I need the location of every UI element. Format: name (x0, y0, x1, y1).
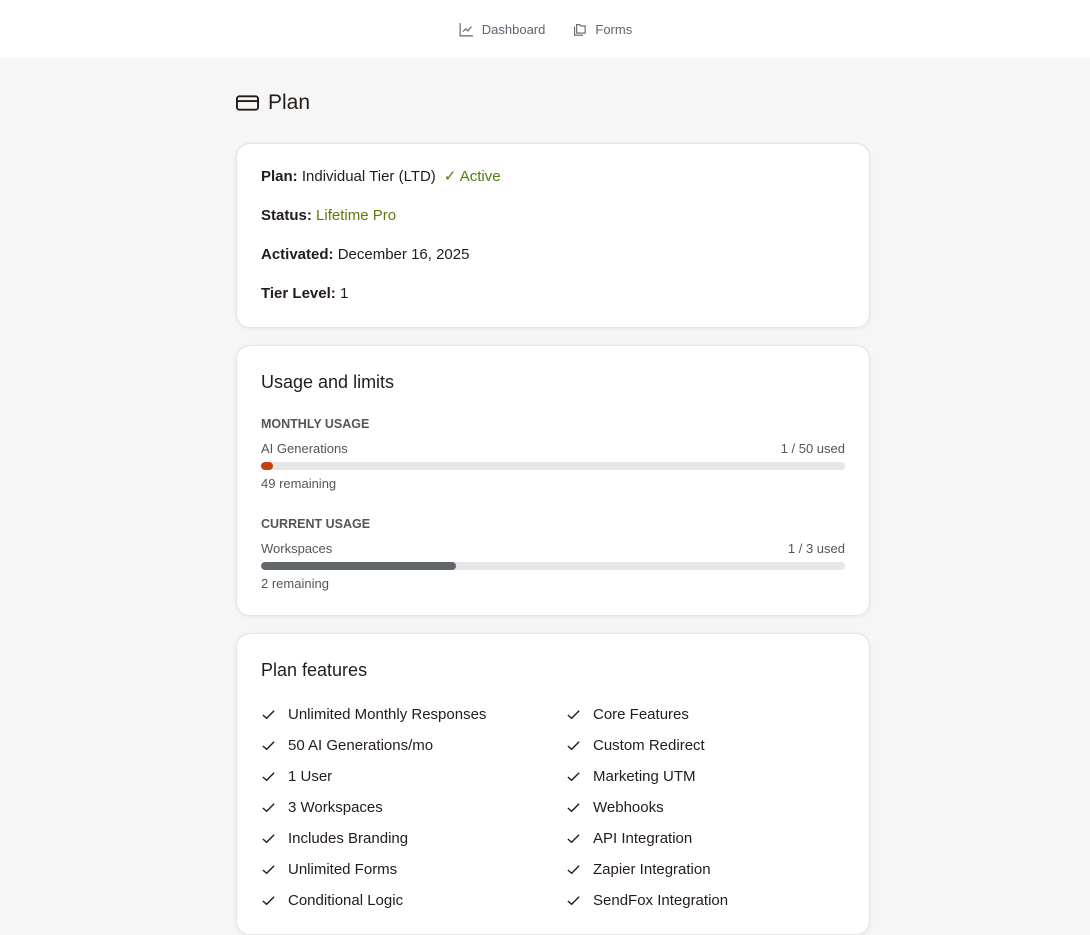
check-icon (262, 741, 275, 751)
plan-card: Plan: Individual Tier (LTD) ✓ Active Stat… (236, 143, 870, 328)
chart-line-icon (459, 22, 473, 36)
feature-item: Webhooks (566, 798, 845, 817)
plan-value: Individual Tier (LTD) (301, 168, 436, 185)
progress-fill (261, 562, 456, 570)
activated-row: Activated: December 16, 2025 (261, 246, 845, 264)
folders-icon (574, 23, 587, 36)
check-icon (262, 896, 275, 906)
feature-item: Unlimited Monthly Responses (261, 705, 566, 724)
check-icon (262, 834, 275, 844)
feature-item: Custom Redirect (566, 736, 845, 755)
check-icon (567, 772, 580, 782)
check-icon (262, 803, 275, 813)
feature-item: 50 AI Generations/mo (261, 736, 566, 755)
check-icon (567, 896, 580, 906)
status-label: Status: (261, 207, 312, 224)
check-icon (567, 710, 580, 720)
feature-item: API Integration (566, 829, 845, 848)
feature-item: 1 User (261, 767, 566, 786)
active-badge: ✓ Active (443, 168, 501, 185)
features-list: Unlimited Monthly Responses Core Features… (261, 705, 845, 910)
feature-label: SendFox Integration (593, 892, 729, 909)
check-icon (567, 865, 580, 875)
plan-label: Plan: (261, 168, 298, 185)
feature-label: Unlimited Monthly Responses (288, 706, 487, 723)
tier-label: Tier Level: (261, 285, 336, 302)
feature-label: 3 Workspaces (288, 799, 383, 816)
usage-used: 1 / 50 used (780, 441, 845, 456)
monthly-heading: MONTHLY USAGE (261, 417, 370, 431)
check-icon (262, 865, 275, 875)
nav-label: Dashboard (481, 21, 546, 37)
check-icon (567, 834, 580, 844)
check-icon (567, 741, 580, 751)
check-icon (262, 710, 275, 720)
usage-title: Usage and limits (261, 372, 395, 392)
workspaces-progress (261, 562, 845, 570)
feature-label: Core Features (593, 706, 689, 723)
usage-used: 1 / 3 used (787, 541, 845, 556)
usage-name: AI Generations (261, 441, 348, 456)
usage-remaining: 49 remaining (261, 476, 337, 491)
usage-name: Workspaces (261, 541, 333, 556)
feature-item: Includes Branding (261, 829, 566, 848)
status-value: Lifetime Pro (316, 207, 397, 224)
status-row: Status: Lifetime Pro (261, 207, 845, 225)
usage-remaining: 2 remaining (261, 576, 329, 591)
tier-row: Tier Level: 1 (261, 285, 845, 303)
features-title: Plan features (261, 660, 368, 680)
feature-item: 3 Workspaces (261, 798, 566, 817)
usage-card: Usage and limits MONTHLY USAGE AI Genera… (236, 345, 870, 616)
feature-item: Zapier Integration (566, 860, 845, 879)
check-icon (262, 772, 275, 782)
top-nav: Dashboard Forms (0, 0, 1090, 58)
page-title-text: Plan (268, 91, 311, 114)
plan-row: Plan: Individual Tier (LTD) ✓ Active (261, 168, 845, 186)
nav-label: Forms (595, 21, 633, 37)
feature-label: Includes Branding (288, 830, 409, 847)
ai-generations-progress (261, 462, 845, 470)
feature-label: Custom Redirect (593, 737, 705, 754)
nav-forms[interactable]: Forms (571, 21, 632, 38)
nav-dashboard[interactable]: Dashboard (458, 21, 546, 38)
feature-label: Marketing UTM (593, 768, 696, 785)
progress-fill (261, 462, 273, 470)
feature-label: 1 User (288, 768, 333, 785)
feature-item: Core Features (566, 705, 845, 724)
feature-label: API Integration (593, 830, 693, 847)
check-icon (567, 803, 580, 813)
feature-item: SendFox Integration (566, 891, 845, 910)
feature-label: 50 AI Generations/mo (288, 737, 434, 754)
feature-item: Unlimited Forms (261, 860, 566, 879)
feature-label: Unlimited Forms (288, 861, 398, 878)
feature-label: Webhooks (593, 799, 664, 816)
feature-item: Marketing UTM (566, 767, 845, 786)
activated-label: Activated: (261, 246, 334, 263)
tier-value: 1 (339, 285, 349, 302)
feature-label: Conditional Logic (288, 892, 404, 909)
page-title: Plan (236, 91, 870, 115)
current-heading: CURRENT USAGE (261, 517, 371, 531)
feature-item: Conditional Logic (261, 891, 566, 910)
credit-card-icon (236, 95, 259, 111)
activated-value: December 16, 2025 (337, 246, 470, 263)
features-card: Plan features Unlimited Monthly Response… (236, 633, 870, 935)
feature-label: Zapier Integration (593, 861, 711, 878)
